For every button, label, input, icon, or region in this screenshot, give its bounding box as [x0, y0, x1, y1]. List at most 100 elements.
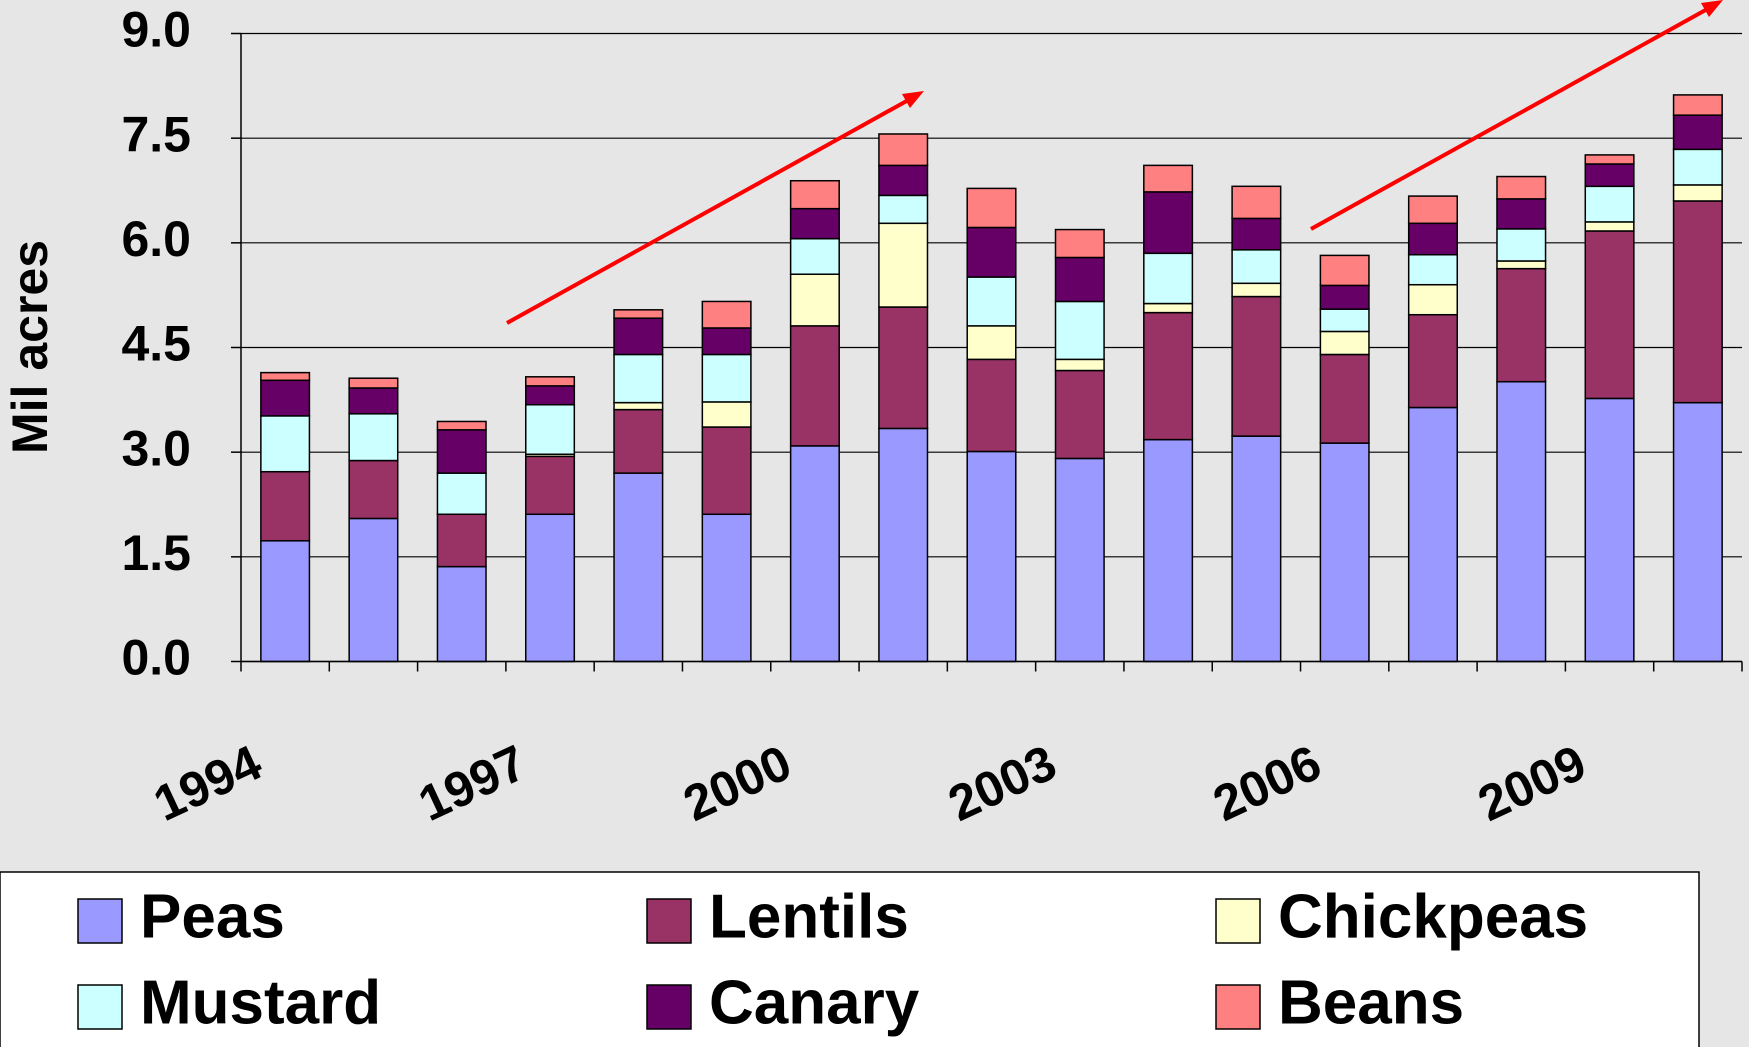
bar-segment [1319, 284, 1370, 310]
bar-segment [1496, 260, 1547, 270]
bar-segment [348, 377, 399, 389]
bar-segment [1584, 397, 1635, 663]
bar-segment [613, 317, 664, 356]
bar-segment [1407, 283, 1459, 316]
bar-segment [1672, 184, 1723, 202]
bar-segment [260, 415, 311, 473]
bar-segment [1584, 230, 1635, 400]
bar-segment [1496, 175, 1547, 200]
bar-segment [348, 459, 399, 520]
bar-segment [613, 309, 664, 319]
bar-segment [966, 358, 1017, 453]
bar-segment [1672, 94, 1723, 116]
bar-segment [878, 194, 929, 225]
bar-segment [1231, 217, 1282, 251]
legend-label: Chickpeas [1278, 882, 1588, 951]
bar-segment [1143, 252, 1194, 305]
bar-segment [524, 455, 576, 516]
bar-segment [1407, 195, 1459, 225]
y-tick-label: 6.0 [121, 211, 191, 267]
bar-segment [524, 403, 576, 456]
bar-segment [789, 237, 840, 275]
y-tick-label: 7.5 [121, 106, 191, 162]
bar-segment [1584, 221, 1635, 232]
bar-segment [1054, 457, 1105, 663]
legend-swatch [646, 898, 692, 944]
bar-segment [701, 327, 752, 356]
legend-label: Lentils [709, 882, 909, 951]
bar-segment [1407, 406, 1459, 663]
y-tick-label: 9.0 [121, 2, 191, 58]
bar-segment [1584, 163, 1635, 188]
bar-segment [348, 413, 399, 462]
bar-segment [1319, 330, 1370, 356]
bar-segment [878, 222, 929, 308]
bar-segment [1319, 254, 1370, 287]
bar-segment [878, 133, 929, 167]
bar-segment [1231, 249, 1282, 285]
bar-segment [260, 379, 311, 417]
bar-segment [1319, 308, 1370, 333]
bar-segment [1672, 114, 1723, 151]
bar-segment [1672, 401, 1723, 663]
bar-segment [966, 450, 1017, 663]
bar-segment [524, 376, 576, 387]
bar-segment [524, 385, 576, 406]
bar-segment [1496, 380, 1547, 663]
bar-segment [613, 472, 664, 663]
bar-segment [966, 276, 1017, 327]
bar-segment [524, 513, 576, 663]
bar-segment [348, 517, 399, 663]
legend-swatch [1215, 984, 1261, 1030]
bar-segment [436, 429, 487, 474]
bar-segment [1143, 311, 1194, 441]
bar-segment [1054, 228, 1105, 259]
legend-swatch [646, 984, 692, 1030]
bar-segment [966, 187, 1017, 229]
bar-segment [789, 445, 840, 663]
bar-segment [701, 353, 752, 403]
bar-segment [1231, 185, 1282, 220]
bar-segment [1407, 253, 1459, 286]
bar-segment [1496, 228, 1547, 262]
bar-segment [789, 325, 840, 447]
bar-segment [260, 371, 311, 382]
bar-segment [878, 427, 929, 663]
bar-segment [1672, 148, 1723, 186]
bar-segment [1407, 222, 1459, 256]
bar-segment [878, 306, 929, 430]
bar-segment [966, 226, 1017, 278]
bar-segment [1584, 154, 1635, 165]
bar-segment [1054, 358, 1105, 372]
bar-segment [1496, 198, 1547, 230]
legend-label: Peas [140, 882, 285, 951]
y-axis-title: Mil acres [2, 240, 58, 454]
bar-segment [1054, 256, 1105, 303]
legend-swatch [1215, 898, 1261, 944]
bar-segment [701, 401, 752, 428]
bar-segment [1143, 438, 1194, 663]
bar-segment [966, 325, 1017, 361]
bar-segment [260, 540, 311, 663]
bar-segment [789, 273, 840, 327]
bar-segment [1672, 200, 1723, 404]
bar-segment [1407, 313, 1459, 409]
arrow-head [902, 91, 924, 108]
bar-segment [878, 164, 929, 197]
bar-segment [1231, 282, 1282, 298]
bar-segment [436, 513, 487, 568]
bar-segment [1319, 442, 1370, 663]
y-tick-label: 3.0 [121, 420, 191, 476]
y-tick-label: 0.0 [121, 630, 191, 686]
legend-swatch [77, 898, 123, 944]
trend-arrow [1310, 5, 1712, 231]
bar-segment [1319, 353, 1370, 444]
bar-segment [436, 565, 487, 663]
bar-segment [613, 401, 664, 411]
legend-label: Canary [709, 968, 920, 1037]
bar-segment [436, 420, 487, 431]
legend-label: Beans [1278, 968, 1464, 1037]
legend-swatch [77, 984, 123, 1030]
trend-arrow [506, 96, 913, 325]
